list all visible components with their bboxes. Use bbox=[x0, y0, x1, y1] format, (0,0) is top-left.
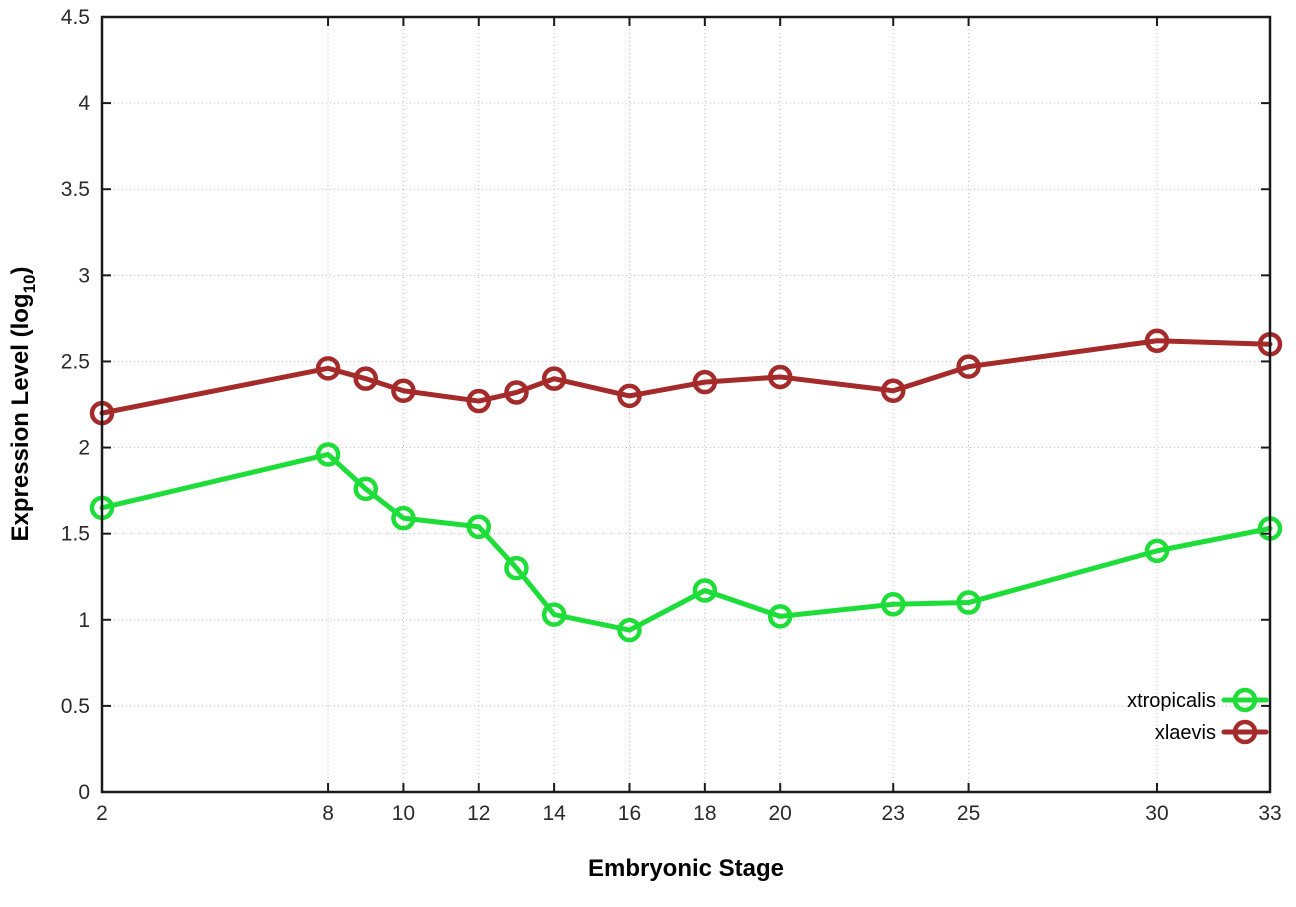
series-line-xtropicalis bbox=[99, 451, 1273, 633]
data-point-xlaevis-30 bbox=[1144, 328, 1170, 354]
data-point-xlaevis-12 bbox=[466, 388, 492, 414]
legend-label-xtropicalis: xtropicalis bbox=[1127, 690, 1216, 712]
y-tick-label: 3.5 bbox=[61, 178, 90, 201]
data-point-xtropicalis-30 bbox=[1144, 538, 1170, 564]
x-tick-label: 30 bbox=[1145, 802, 1168, 825]
legend-marker-xlaevis bbox=[1232, 719, 1258, 745]
data-point-xlaevis-14 bbox=[541, 366, 567, 391]
x-tick-label: 8 bbox=[322, 802, 334, 825]
data-point-xtropicalis-25 bbox=[956, 590, 981, 615]
legend: xtropicalis xlaevis bbox=[1127, 687, 1269, 745]
x-tick-label: 2 bbox=[96, 802, 108, 825]
legend-label-xlaevis: xlaevis bbox=[1155, 722, 1216, 744]
data-point-xtropicalis-16 bbox=[617, 617, 642, 643]
data-point-xtropicalis-9 bbox=[353, 476, 378, 502]
x-tick-label: 14 bbox=[542, 802, 566, 825]
y-tick-label: 0.5 bbox=[61, 695, 90, 718]
data-point-xtropicalis-12 bbox=[466, 514, 492, 540]
data-point-xtropicalis-18 bbox=[692, 578, 718, 603]
y-tick-label: 2 bbox=[78, 437, 90, 460]
y-tick-label: 4.5 bbox=[61, 6, 90, 29]
y-tick-label: 2.5 bbox=[61, 350, 90, 373]
x-tick-label: 23 bbox=[882, 802, 905, 825]
data-point-xlaevis-25 bbox=[956, 354, 981, 379]
y-tick-label: 1 bbox=[78, 609, 90, 632]
data-point-xtropicalis-23 bbox=[880, 592, 906, 617]
y-tick-label: 3 bbox=[78, 264, 90, 287]
series-line-xlaevis bbox=[99, 338, 1273, 416]
y-axis-title-close: ) bbox=[7, 267, 34, 275]
x-tick-label: 25 bbox=[957, 802, 980, 825]
x-tick-label: 20 bbox=[769, 802, 792, 825]
y-axis-title: Expression Level (log10) bbox=[7, 267, 39, 542]
data-point-xlaevis-8 bbox=[315, 356, 341, 381]
x-axis-title: Embryonic Stage bbox=[588, 855, 784, 882]
data-point-xtropicalis-20 bbox=[767, 604, 793, 629]
data-point-xlaevis-16 bbox=[617, 383, 642, 409]
data-point-xtropicalis-8 bbox=[315, 442, 341, 467]
data-point-xtropicalis-14 bbox=[541, 602, 567, 627]
x-tick-label: 10 bbox=[392, 802, 415, 825]
x-tick-label: 16 bbox=[618, 802, 641, 825]
data-point-xlaevis-9 bbox=[353, 366, 378, 391]
x-tick-label: 33 bbox=[1258, 802, 1281, 825]
plot-frame-layer bbox=[100, 15, 1272, 794]
data-point-xlaevis-13 bbox=[504, 380, 529, 405]
legend-marker-xtropicalis bbox=[1232, 687, 1258, 713]
y-tick-label: 0 bbox=[78, 781, 90, 804]
data-point-xtropicalis-10 bbox=[391, 505, 416, 531]
data-point-xlaevis-20 bbox=[767, 364, 793, 390]
plot-border bbox=[100, 15, 1272, 794]
y-axis-title-main: Expression Level (log bbox=[7, 293, 34, 541]
y-tick-label: 1.5 bbox=[61, 523, 90, 546]
y-tick-label: 4 bbox=[78, 92, 90, 115]
x-tick-label: 18 bbox=[693, 802, 716, 825]
x-tick-label: 12 bbox=[467, 802, 490, 825]
tick-label-layer: 2 8 10 12 14 16 18 20 23 25 30 33 0 0.5 1 1.5 2 2.5 3 3.5 4 4… bbox=[61, 6, 1282, 825]
grid-layer bbox=[102, 17, 1270, 792]
series-layer bbox=[89, 328, 1283, 643]
data-point-xtropicalis-13 bbox=[504, 555, 529, 581]
y-axis-title-subscript: 10 bbox=[20, 275, 39, 294]
data-point-xlaevis-23 bbox=[880, 378, 906, 403]
data-point-xlaevis-18 bbox=[692, 369, 718, 395]
data-point-xlaevis-10 bbox=[391, 378, 416, 403]
